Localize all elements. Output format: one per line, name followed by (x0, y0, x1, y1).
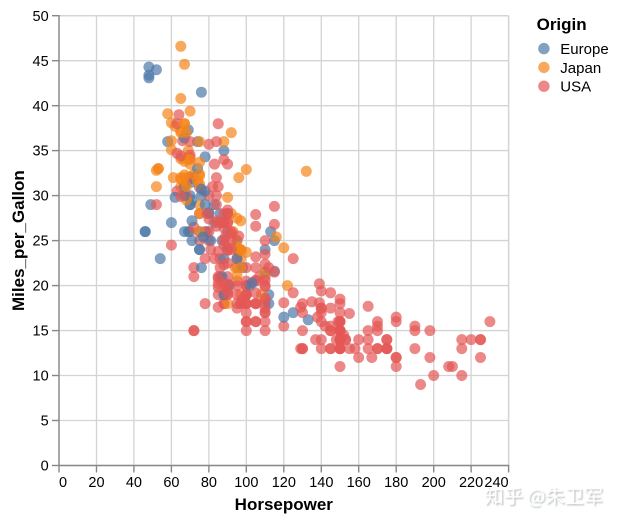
svg-text:160: 160 (347, 475, 371, 491)
svg-text:0: 0 (41, 459, 49, 475)
svg-text:5: 5 (41, 414, 49, 430)
svg-text:35: 35 (33, 144, 49, 160)
svg-text:180: 180 (384, 475, 408, 491)
svg-text:140: 140 (309, 475, 333, 491)
svg-text:20: 20 (88, 475, 104, 491)
svg-text:40: 40 (33, 99, 49, 115)
svg-text:50: 50 (33, 9, 49, 25)
svg-text:10: 10 (33, 369, 49, 385)
svg-text:80: 80 (201, 475, 217, 491)
svg-text:120: 120 (272, 475, 296, 491)
svg-text:15: 15 (33, 324, 49, 340)
svg-text:Europe: Europe (560, 41, 608, 58)
svg-text:USA: USA (560, 79, 591, 96)
svg-text:60: 60 (163, 475, 179, 491)
svg-text:0: 0 (59, 475, 67, 491)
svg-text:200: 200 (422, 475, 446, 491)
svg-text:30: 30 (33, 189, 49, 205)
svg-text:40: 40 (126, 475, 142, 491)
svg-text:Miles_per_Gallon: Miles_per_Gallon (9, 170, 28, 311)
svg-text:45: 45 (33, 54, 49, 70)
svg-text:220: 220 (459, 475, 483, 491)
svg-text:Japan: Japan (560, 60, 601, 77)
svg-text:Horsepower: Horsepower (235, 495, 334, 514)
svg-text:100: 100 (234, 475, 258, 491)
svg-text:Origin: Origin (537, 15, 587, 34)
svg-text:240: 240 (484, 475, 508, 491)
svg-text:25: 25 (33, 234, 49, 250)
svg-text:20: 20 (33, 279, 49, 295)
